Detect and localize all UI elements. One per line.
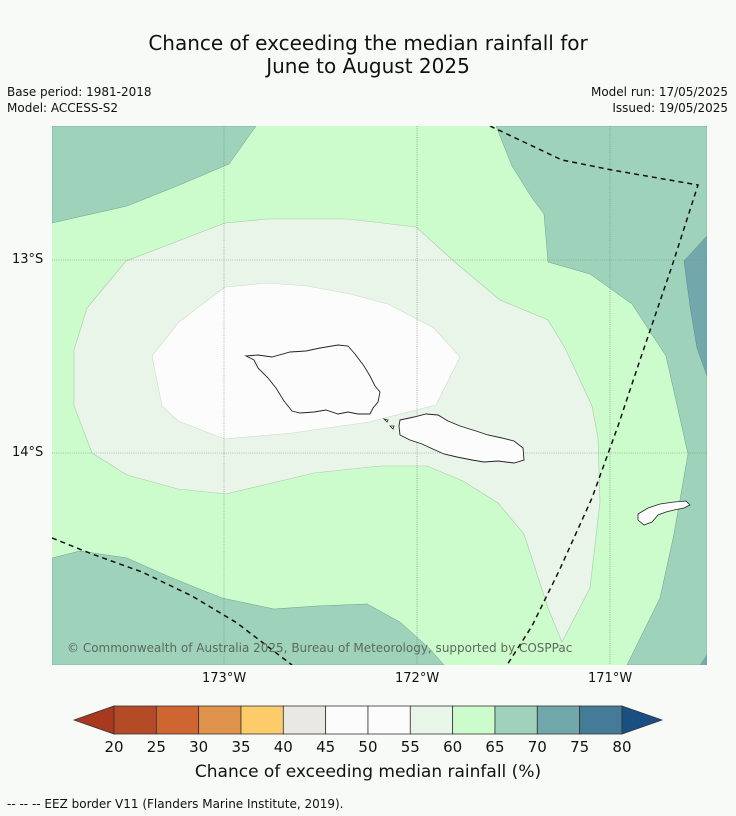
lat-label-13s: 13°S xyxy=(12,252,44,267)
colorbar-tick-80: 80 xyxy=(612,738,632,756)
colorbar-cell-75-80 xyxy=(579,705,623,735)
colorbar-tick-20: 20 xyxy=(104,738,124,756)
zone-65-70-nw xyxy=(52,126,257,224)
model-name: Model: ACCESS-S2 xyxy=(7,101,119,115)
issued-date: Issued: 19/05/2025 xyxy=(612,101,728,115)
eez-border-east xyxy=(489,126,699,665)
lon-label-173w: 173°W xyxy=(202,671,247,686)
colorbar-tick-65: 65 xyxy=(485,738,505,756)
lon-label-172w: 172°W xyxy=(395,671,440,686)
model-run: Model run: 17/05/2025 xyxy=(590,85,728,99)
zone-65-70-east xyxy=(495,126,707,665)
colorbar-cell-35-40 xyxy=(240,705,284,735)
colorbar-cell-70-75 xyxy=(536,705,581,735)
colorbar-cell-40-45 xyxy=(282,705,327,735)
upolu-island xyxy=(398,413,525,464)
colorbar-tick-60: 60 xyxy=(443,738,463,756)
copyright-credit: © Commonwealth of Australia 2025, Bureau… xyxy=(67,641,573,655)
colorbar-tick-25: 25 xyxy=(146,738,166,756)
colorbar-tick-30: 30 xyxy=(189,738,209,756)
colorbar-cell-25-30 xyxy=(155,705,200,735)
colorbar-tick-55: 55 xyxy=(400,738,420,756)
colorbar-extend-high xyxy=(621,705,664,735)
colorbar-cell-60-65 xyxy=(452,705,496,735)
title-line-2: June to August 2025 xyxy=(266,54,470,78)
colorbar-tick-50: 50 xyxy=(358,738,378,756)
lon-label-171w: 171°W xyxy=(588,671,633,686)
eez-footnote: -- -- -- EEZ border V11 (Flanders Marine… xyxy=(7,797,344,811)
rainfall-map xyxy=(52,126,707,665)
colorbar-tick-35: 35 xyxy=(231,738,251,756)
colorbar xyxy=(72,705,664,735)
zone-65-70-sw xyxy=(52,550,445,665)
tutuila-island xyxy=(637,500,691,526)
graticule xyxy=(52,126,707,665)
base-period: Base period: 1981-2018 xyxy=(7,85,152,99)
colorbar-cell-20-25 xyxy=(113,705,157,735)
colorbar-tick-45: 45 xyxy=(316,738,336,756)
colorbar-cell-65-70 xyxy=(494,705,538,735)
zone-70-75-east xyxy=(683,235,707,377)
lat-label-14s: 14°S xyxy=(12,445,44,460)
zone-70-75-se xyxy=(700,654,707,665)
colorbar-tick-40: 40 xyxy=(273,738,293,756)
title-line-1: Chance of exceeding the median rainfall … xyxy=(148,31,588,55)
colorbar-label: Chance of exceeding median rainfall (%) xyxy=(194,762,542,782)
map-svg xyxy=(52,126,707,665)
colorbar-cell-55-60 xyxy=(409,705,454,735)
colorbar-extend-low xyxy=(72,705,115,735)
colorbar-cell-30-35 xyxy=(198,705,242,735)
colorbar-cell-45-50 xyxy=(325,705,369,735)
colorbar-tick-75: 75 xyxy=(570,738,590,756)
colorbar-tick-70: 70 xyxy=(527,738,547,756)
colorbar-cell-50-55 xyxy=(367,705,411,735)
manono-apolima-islands xyxy=(382,418,395,430)
savaii-island xyxy=(244,344,381,415)
